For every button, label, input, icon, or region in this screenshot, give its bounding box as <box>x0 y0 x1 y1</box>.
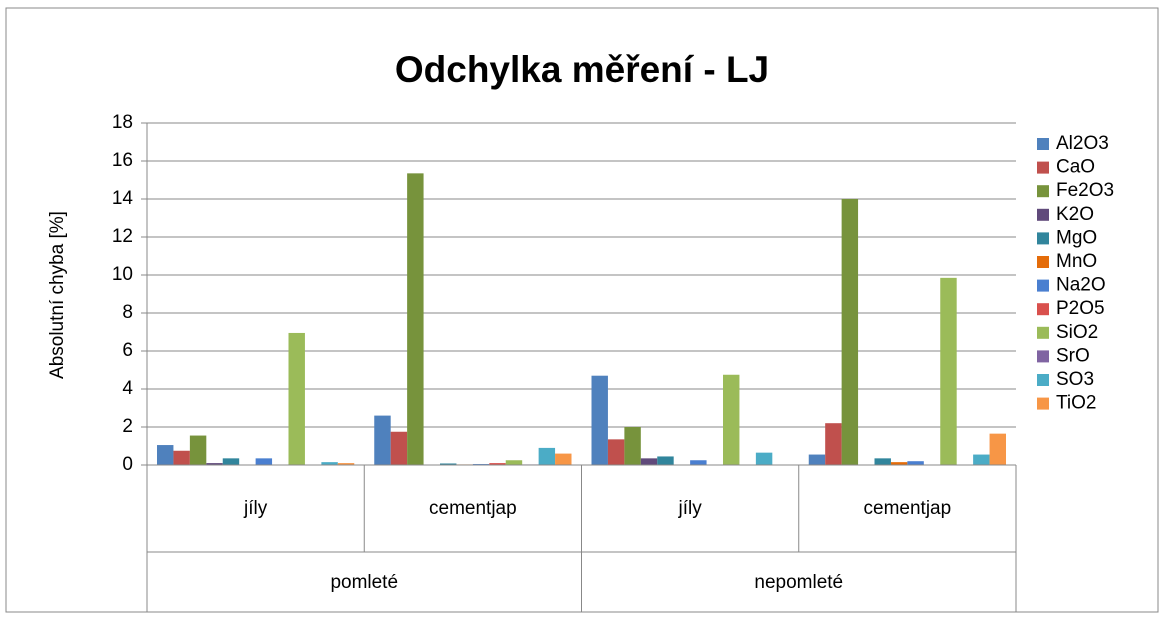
bar <box>206 463 223 465</box>
y-tick-label: 4 <box>122 378 133 399</box>
legend-swatch <box>1037 374 1049 386</box>
bar <box>607 439 625 465</box>
legend-swatch <box>1037 326 1049 339</box>
chart-title: Odchylka měření - LJ <box>395 49 769 90</box>
legend-label: P2O5 <box>1056 298 1105 319</box>
legend-swatch <box>1037 185 1049 198</box>
legend-swatch <box>1037 350 1049 363</box>
y-tick-label: 10 <box>112 264 133 285</box>
bar <box>657 456 674 465</box>
y-tick-label: 18 <box>112 112 133 133</box>
x-tick-label: jíly <box>678 498 703 519</box>
legend-label: MnO <box>1056 251 1097 272</box>
x-tick-label: jíly <box>243 498 268 519</box>
bar <box>538 447 556 465</box>
y-axis-label: Absolutní chyba [%] <box>47 211 68 379</box>
legend-swatch <box>1037 256 1049 268</box>
bar <box>321 462 338 465</box>
y-tick-label: 0 <box>122 454 133 475</box>
legend-label: CaO <box>1056 157 1095 178</box>
legend-swatch <box>1037 138 1049 150</box>
bar <box>841 199 859 465</box>
bar <box>255 458 273 465</box>
y-tick-label: 16 <box>112 150 133 171</box>
bar <box>337 463 355 465</box>
bar <box>907 461 924 465</box>
bar <box>940 277 957 465</box>
y-tick-label: 6 <box>122 340 133 361</box>
bar <box>989 433 1006 465</box>
bar <box>591 375 608 465</box>
legend-label: Al2O3 <box>1056 133 1109 154</box>
y-tick-label: 2 <box>122 416 133 437</box>
x-group-label: nepomleté <box>754 572 843 593</box>
legend-label: TiO2 <box>1056 393 1096 414</box>
bar <box>874 458 891 465</box>
legend-swatch <box>1037 397 1049 410</box>
legend-label: SrO <box>1056 345 1090 366</box>
legend-swatch <box>1037 208 1049 221</box>
bar <box>189 435 207 465</box>
bar <box>555 453 572 465</box>
x-tick-label: cementjap <box>429 498 517 519</box>
legend-label: Na2O <box>1056 275 1106 296</box>
bar <box>222 458 240 465</box>
bar <box>440 463 457 465</box>
legend-swatch <box>1037 303 1049 316</box>
legend-label: SO3 <box>1056 369 1094 390</box>
y-tick-label: 12 <box>112 226 133 247</box>
bar <box>407 173 424 465</box>
y-tick-label: 8 <box>122 302 133 323</box>
bar <box>288 332 305 465</box>
bar <box>755 452 773 465</box>
y-tick-label: 14 <box>112 188 134 209</box>
legend-label: SiO2 <box>1056 322 1098 343</box>
legend-swatch <box>1037 232 1049 245</box>
bar <box>690 460 707 465</box>
bar <box>973 454 990 465</box>
x-group-label: pomleté <box>330 572 398 593</box>
bar <box>173 450 190 465</box>
bar <box>890 462 908 465</box>
legend-swatch <box>1037 279 1049 292</box>
bar <box>624 427 641 465</box>
bar <box>157 445 174 465</box>
bar <box>489 463 506 465</box>
bar <box>390 431 408 465</box>
x-tick-label: cementjap <box>864 498 952 519</box>
legend-label: MgO <box>1056 227 1097 248</box>
bar <box>825 423 842 465</box>
legend-label: K2O <box>1056 204 1094 225</box>
bar <box>505 460 523 465</box>
legend-label: Fe2O3 <box>1056 180 1114 201</box>
bar <box>640 458 658 465</box>
bar <box>374 415 391 465</box>
bar <box>808 454 826 465</box>
legend-swatch <box>1037 161 1049 174</box>
bar <box>723 374 740 465</box>
